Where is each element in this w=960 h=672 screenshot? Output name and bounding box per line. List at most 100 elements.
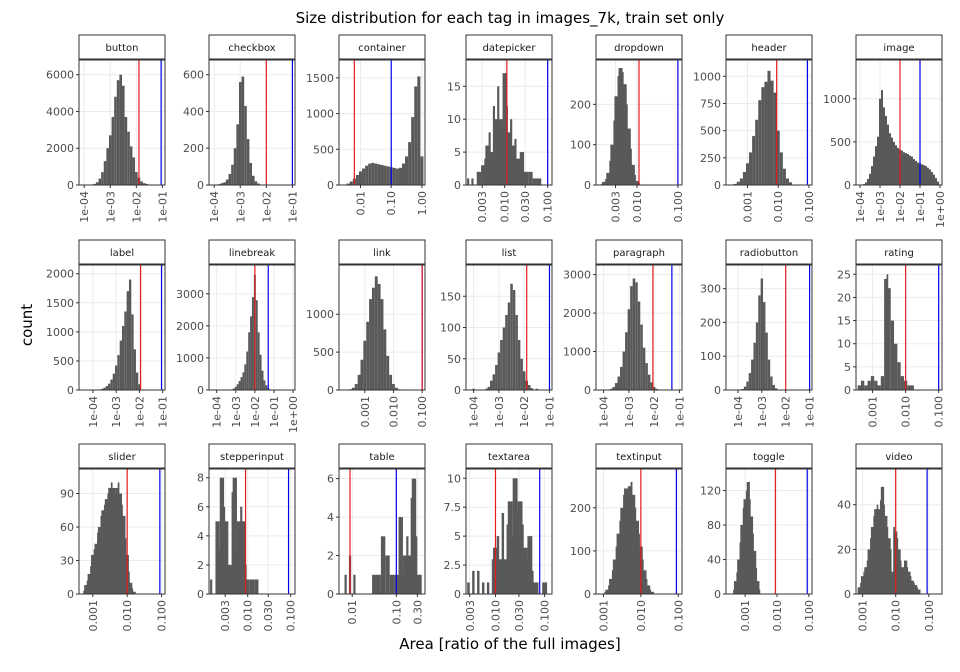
histogram-bar xyxy=(615,546,618,594)
histogram-bar xyxy=(877,385,881,390)
histogram-bar xyxy=(236,384,239,390)
y-tick-label: 6 xyxy=(197,501,204,514)
y-tick-label: 0 xyxy=(67,588,74,601)
panel-border xyxy=(595,468,683,595)
histogram-bar xyxy=(245,579,250,594)
histogram-bar xyxy=(764,81,768,185)
strip-label: video xyxy=(885,452,912,463)
x-tick-label: 0.100 xyxy=(923,600,936,632)
histogram-bar xyxy=(635,282,638,390)
histogram-bar xyxy=(733,183,737,185)
histogram-bar xyxy=(736,181,740,185)
strip-label: label xyxy=(110,248,134,259)
x-tick-label: 1e-04 xyxy=(598,396,611,428)
x-tick-label: 0.030 xyxy=(513,600,526,632)
x-tick-label: 0.10 xyxy=(385,191,398,216)
histogram-bar xyxy=(774,388,778,390)
histogram-bar xyxy=(492,374,496,390)
histogram-bar xyxy=(398,167,402,185)
y-tick-label: 2.5 xyxy=(444,559,462,572)
histogram-bar xyxy=(614,96,619,185)
histogram-bar xyxy=(867,549,871,594)
histogram-bar xyxy=(612,386,615,390)
histogram-bar xyxy=(877,136,879,185)
histogram-bar xyxy=(402,555,408,594)
x-tick-label: 0.100 xyxy=(672,191,685,223)
x-tick-label: 0.001 xyxy=(867,396,880,428)
histogram-bar xyxy=(753,342,756,390)
strip-label: radiobutton xyxy=(740,248,798,259)
histogram-bar xyxy=(883,107,885,185)
histogram-bar xyxy=(392,167,396,185)
histogram-bar xyxy=(119,74,122,185)
x-tick-label: 0.010 xyxy=(890,600,903,632)
histogram-bar xyxy=(376,574,381,594)
panel-linebreak: linebreak 0 1000 2000 3000 1e-04 1e-03 1e-02 1e-… xyxy=(176,239,300,433)
histogram-bar xyxy=(380,536,386,594)
y-tick-label: 30 xyxy=(60,555,74,568)
y-tick-label: 90 xyxy=(60,488,74,501)
histogram-bar xyxy=(602,181,607,185)
histogram-bar xyxy=(758,100,762,185)
histogram-bar xyxy=(502,73,507,185)
histogram-bar xyxy=(524,171,529,185)
histogram-bar xyxy=(606,172,611,185)
histogram-bar xyxy=(633,174,636,185)
y-tick-label: 500 xyxy=(53,355,74,368)
histogram-bar xyxy=(405,156,409,185)
histogram-bar xyxy=(535,388,539,390)
histogram-bar xyxy=(354,383,358,390)
histogram-bar xyxy=(923,165,925,185)
x-tick-label: 0.003 xyxy=(610,191,623,223)
histogram-bar xyxy=(935,178,937,185)
histogram-bar xyxy=(484,388,488,390)
histogram-bar xyxy=(937,181,939,185)
histogram-bar xyxy=(97,527,102,594)
panel-border xyxy=(338,468,426,595)
x-tick-label: 0.010 xyxy=(635,600,648,632)
histogram-bar xyxy=(748,373,752,390)
histogram-bar xyxy=(933,174,935,185)
histogram-bar xyxy=(419,574,422,594)
x-tick-label: 1e-01 xyxy=(804,396,817,428)
y-tick-label: 40 xyxy=(837,499,851,512)
strip-box xyxy=(855,239,943,265)
histogram-bar xyxy=(129,146,133,185)
panel-border xyxy=(465,468,553,595)
histogram-bar xyxy=(788,182,793,185)
histogram-bar xyxy=(609,578,613,594)
histogram-bar xyxy=(467,582,470,594)
histogram-bar xyxy=(515,158,520,185)
histogram-bar xyxy=(122,326,125,390)
x-tick-label: 1e+00 xyxy=(934,191,947,228)
histogram-bar xyxy=(610,144,615,185)
strip-label: stepperinput xyxy=(220,452,284,463)
histogram-bar xyxy=(231,164,234,185)
y-tick-label: 10 xyxy=(447,113,461,126)
histogram-bar xyxy=(739,178,743,185)
histogram-bar xyxy=(612,559,617,594)
histogram-bar xyxy=(907,153,909,185)
x-tick-label: 1e-04 xyxy=(732,396,745,428)
x-tick-label: 0.100 xyxy=(672,600,685,632)
x-tick-label: 1e-01 xyxy=(157,396,170,428)
histogram-bar xyxy=(758,589,761,594)
histogram-bar xyxy=(249,162,252,185)
x-tick-label: 0.010 xyxy=(489,600,502,632)
histogram-bar xyxy=(507,501,513,594)
histogram-bar xyxy=(645,363,648,390)
histogram-bar xyxy=(860,576,865,594)
histogram-bar xyxy=(238,381,241,390)
y-tick-label: 0 xyxy=(584,588,591,601)
histogram-bar xyxy=(257,183,260,185)
x-tick-label: 0.100 xyxy=(416,396,429,428)
x-tick-label: 0.01 xyxy=(355,191,368,216)
histogram-bar xyxy=(500,340,503,390)
histogram-bar xyxy=(132,591,136,594)
histogram-bar xyxy=(864,385,868,390)
panel-toggle: toggle 0 40 80 120 0.001 0.010 0.100 xyxy=(700,443,816,632)
panel-border xyxy=(595,59,683,186)
y-tick-label: 750 xyxy=(700,97,721,110)
y-tick-label: 0 xyxy=(454,384,461,397)
histogram-bar xyxy=(929,169,931,185)
